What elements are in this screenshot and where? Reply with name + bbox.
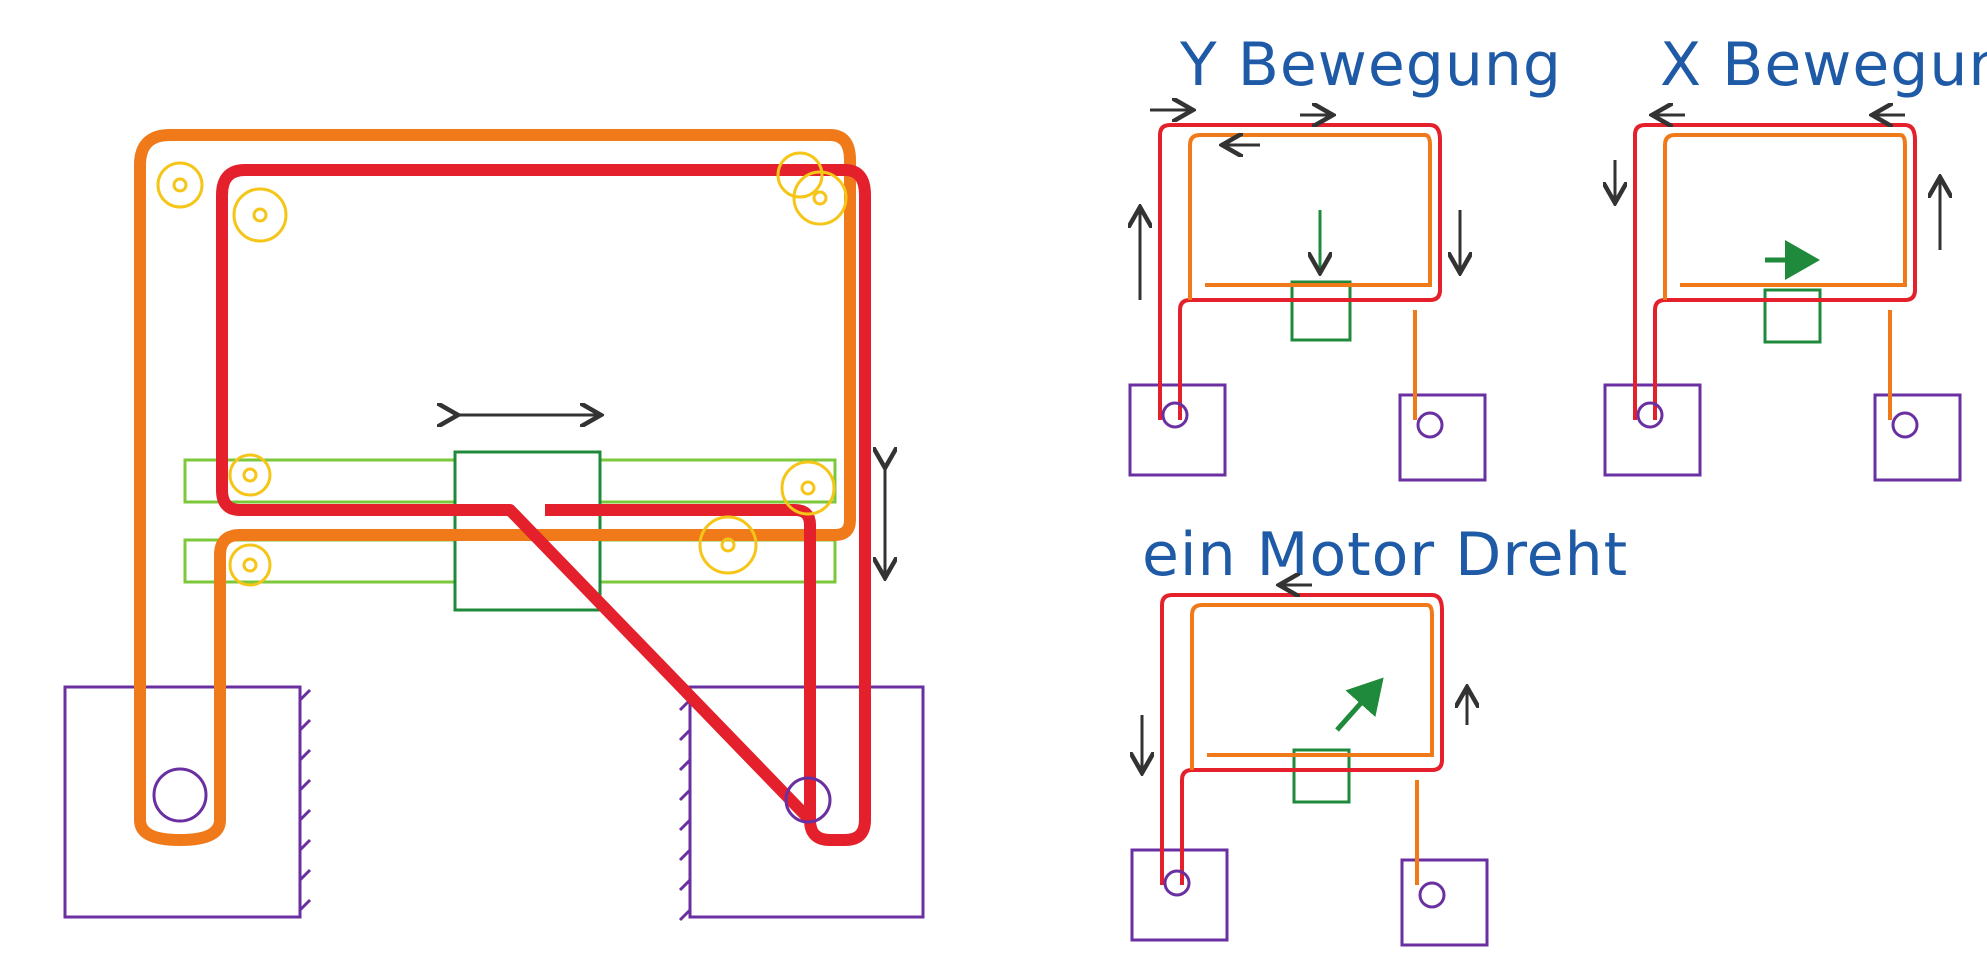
hatch-left — [298, 688, 312, 912]
motor-box-left — [63, 685, 302, 919]
mini-diagram-x — [1605, 115, 1962, 482]
label-y-bewegung: Y Bewegung — [1179, 30, 1562, 100]
label-x-bewegung: X Bewegung — [1660, 30, 1987, 100]
motor-shaft-right — [784, 776, 832, 824]
main-diagram — [63, 129, 925, 922]
label-ein-motor-dreht: ein Motor Dreht — [1142, 520, 1628, 590]
hatch-right — [678, 698, 692, 922]
mini-diagram-y — [1130, 110, 1487, 482]
pulleys — [156, 151, 848, 587]
mini-diagram-one-motor — [1132, 585, 1489, 947]
motor-shaft-left — [152, 767, 208, 823]
